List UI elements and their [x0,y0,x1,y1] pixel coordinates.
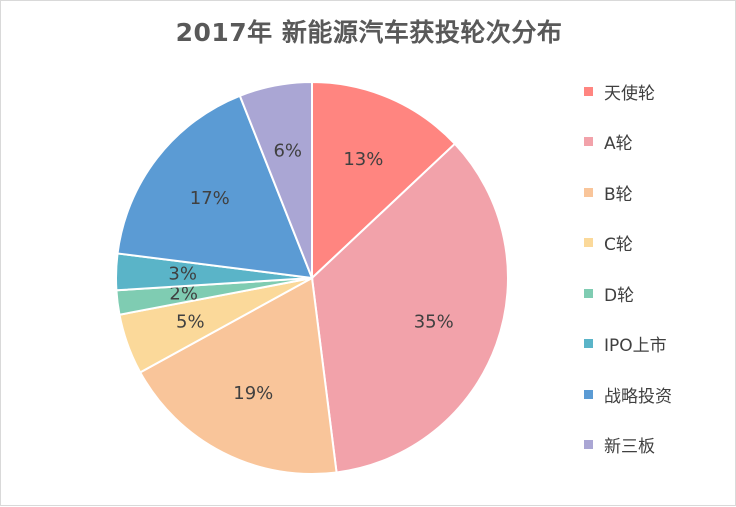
pie-slice [238,80,313,279]
pie-slice [310,142,509,474]
legend-swatch [584,389,593,399]
chart-legend: 天使轮 A轮 B轮 C轮 D轮 IPO上市战略投资新三板 [584,66,672,470]
pie-slice [138,276,338,475]
legend-swatch [584,288,593,298]
legend-swatch [584,137,593,147]
pie-slice [311,80,457,281]
legend-item: C轮 [584,218,672,269]
legend-label: 战略投资 [604,386,672,407]
legend-label: A轮 [604,134,633,155]
legend-swatch [584,339,593,349]
legend-swatch [584,440,593,450]
legend-item: 战略投资 [584,369,672,420]
legend-label: B轮 [604,184,633,205]
slice-data-label: 5% [176,311,205,332]
slice-data-label: 13% [343,149,383,170]
slice-data-label: 17% [190,188,230,209]
legend-swatch [584,187,593,197]
chart-title: 2017年 新能源汽车获投轮次分布 [175,18,563,47]
legend-label: 新三板 [604,437,655,458]
legend-label: C轮 [604,235,633,256]
legend-label: D轮 [604,285,635,306]
slice-data-label: 6% [273,140,302,161]
legend-item: 新三板 [584,420,672,471]
legend-item: IPO上市 [584,319,672,370]
slice-data-label: 3% [168,263,197,284]
pie-slice [116,94,314,280]
legend-label: 天使轮 [604,83,655,104]
slice-data-label: 19% [233,383,273,404]
slice-data-label: 35% [414,311,454,332]
legend-item: D轮 [584,268,672,319]
legend-swatch [584,86,593,96]
legend-item: A轮 [584,117,672,168]
slice-data-label: 2% [169,284,198,305]
legend-item: 天使轮 [584,66,672,117]
legend-swatch [584,238,593,248]
legend-label: IPO上市 [604,336,667,357]
legend-item: B轮 [584,167,672,218]
